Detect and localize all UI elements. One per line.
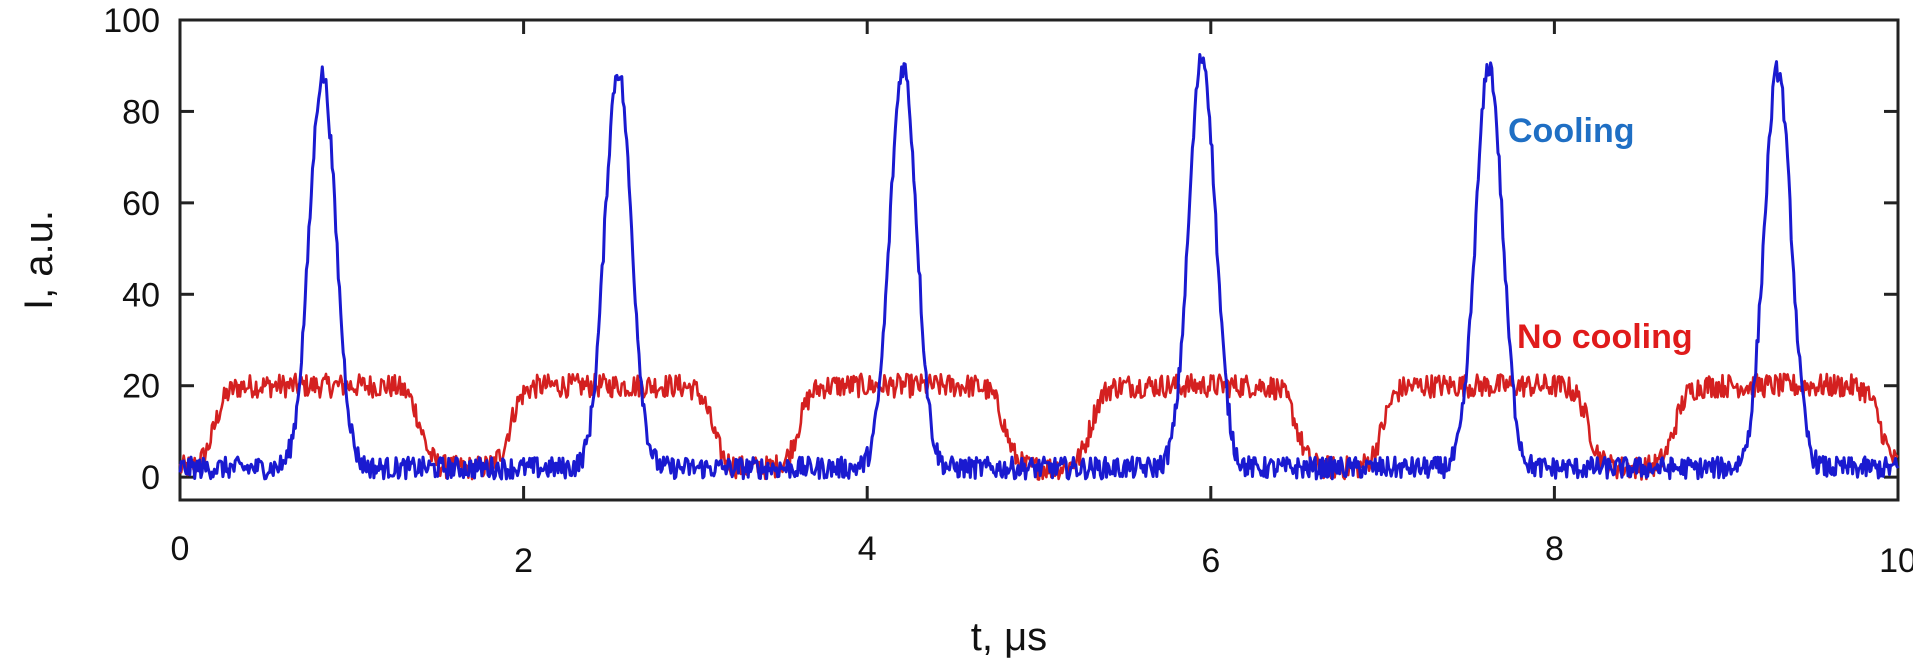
x-tick-label: 4 bbox=[858, 530, 877, 568]
y-tick-label: 60 bbox=[122, 185, 160, 223]
series-layer bbox=[178, 53, 1900, 481]
series-label-no-cooling: No cooling bbox=[1517, 318, 1693, 356]
y-tick-label: 0 bbox=[141, 459, 160, 497]
x-tick-label: 10 bbox=[1879, 542, 1913, 580]
series-line-cooling bbox=[178, 53, 1900, 481]
y-tick-label: 80 bbox=[122, 93, 160, 131]
axes bbox=[178, 18, 1900, 502]
x-axis-title: t, μs bbox=[971, 615, 1047, 659]
series-label-cooling: Cooling bbox=[1508, 112, 1635, 150]
x-tick-label: 0 bbox=[171, 530, 190, 568]
y-tick-label: 20 bbox=[122, 368, 160, 406]
x-tick-label: 2 bbox=[514, 542, 533, 580]
y-tick-label: 100 bbox=[103, 2, 160, 40]
x-tick-label: 6 bbox=[1201, 542, 1220, 580]
x-tick-label: 8 bbox=[1545, 530, 1564, 568]
plot-frame bbox=[178, 18, 1900, 502]
y-axis-title: I, a.u. bbox=[17, 210, 61, 310]
y-tick-label: 40 bbox=[122, 276, 160, 314]
